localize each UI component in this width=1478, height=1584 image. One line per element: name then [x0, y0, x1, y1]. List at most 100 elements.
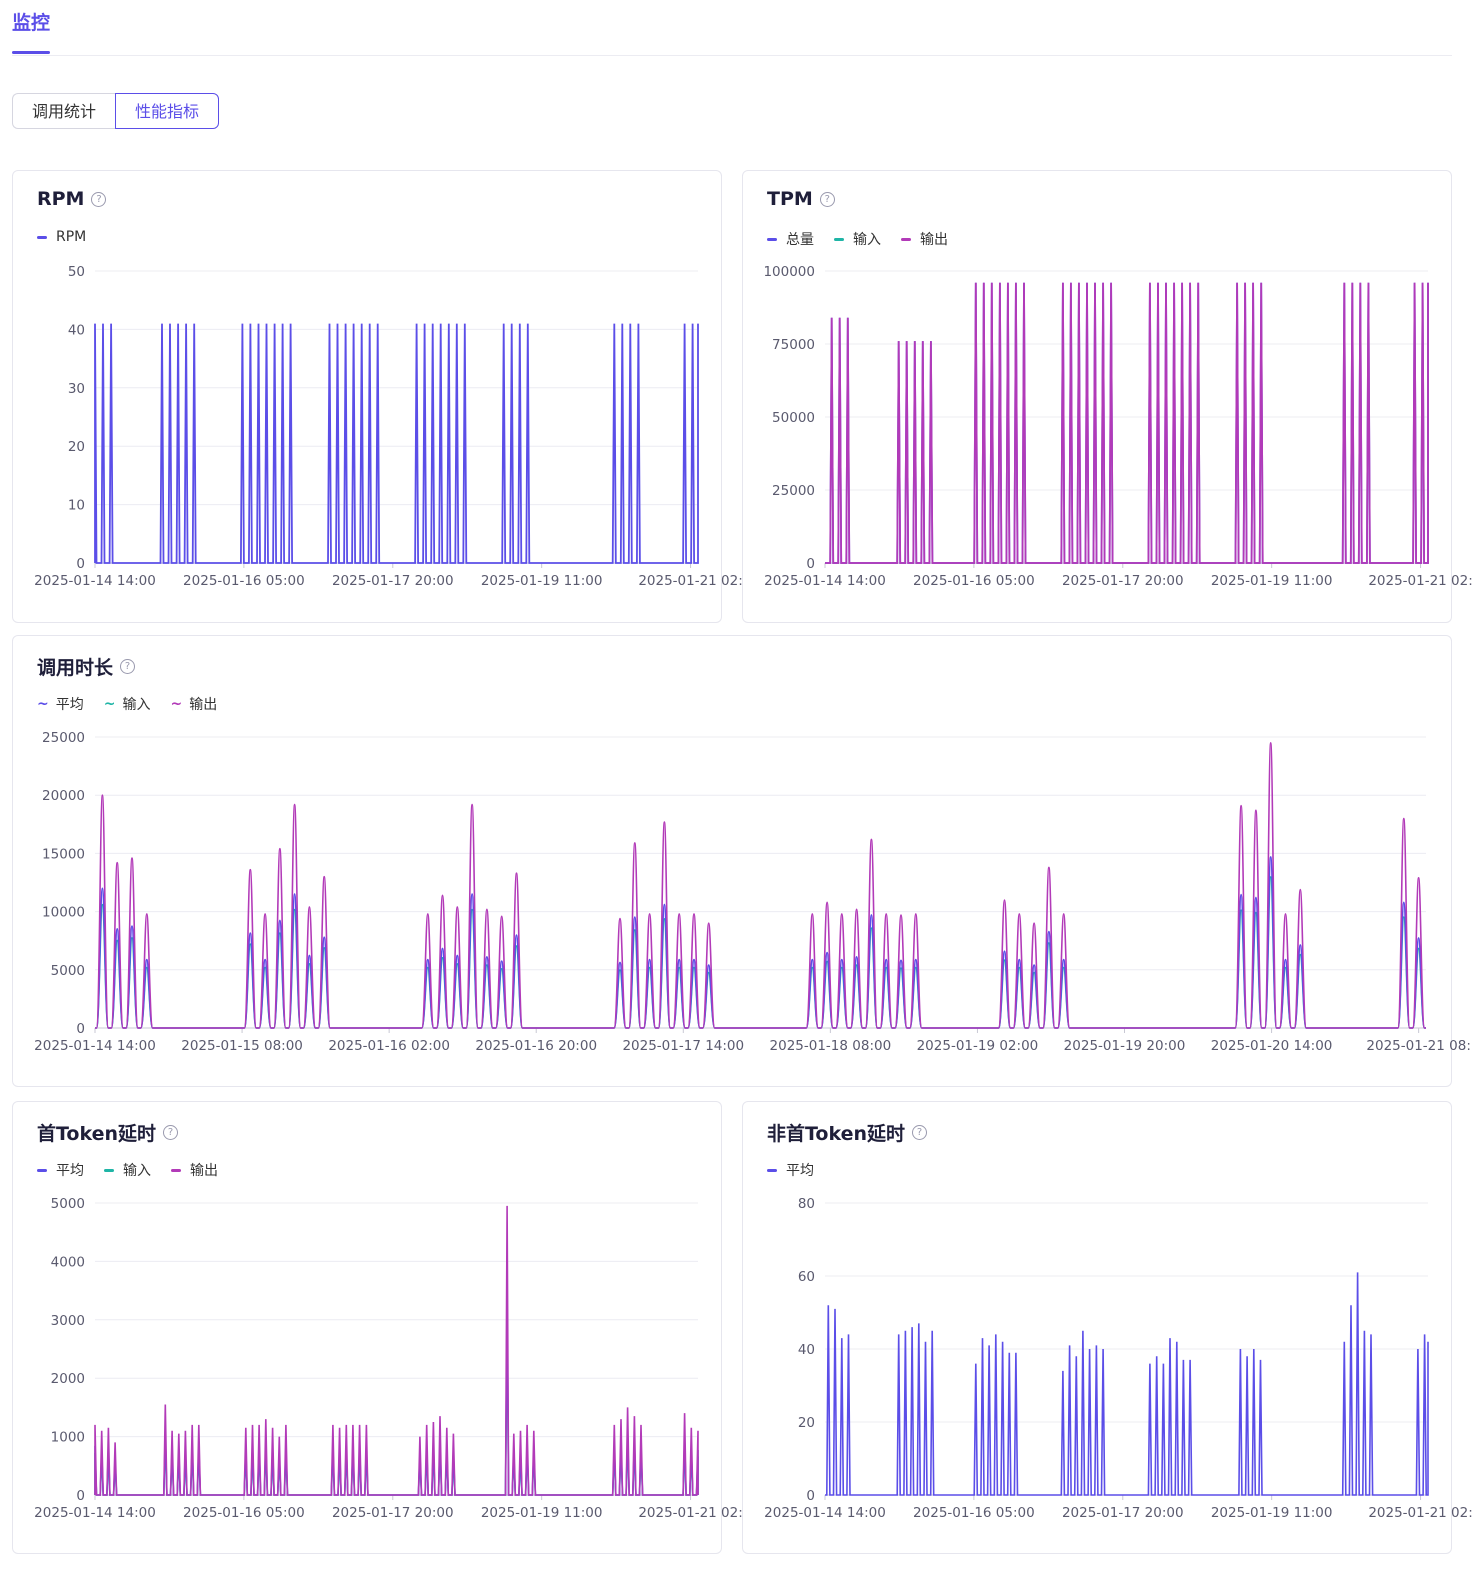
non-first-token-title-text: 非首Token延时: [767, 1123, 906, 1145]
first-token-chart-card: 首Token延时? 平均 输入 输出 0 1000 2000 3000 4000 5000 20…: [12, 1101, 743, 1554]
first-token-title-text: 首Token延时: [37, 1123, 157, 1145]
y-tick-label: 20: [68, 439, 85, 455]
legend-label: 平均: [55, 697, 84, 713]
y-tick-label: 0: [806, 1488, 815, 1504]
legend-item-2[interactable]: 输出: [171, 1160, 218, 1180]
help-circle-icon[interactable]: ?: [91, 191, 107, 207]
y-tick-label: 30: [68, 381, 85, 397]
legend-item-0[interactable]: RPM: [37, 229, 86, 245]
non-first-token-line-chart: 0 20 40 60 80 2025-01-14 14:00 2025-01-16 05:0…: [764, 1196, 1473, 1521]
x-tick-label: 2025-01-14 14:00: [34, 1505, 156, 1521]
x-tick-label: 2025-01-21 02:: [638, 1505, 742, 1521]
segment-performance[interactable]: 性能指标: [115, 93, 220, 129]
tpm-title-text: TPM: [767, 188, 813, 210]
tpm-chart-title: TPM?: [767, 188, 835, 210]
legend-item-2[interactable]: ~ 输出: [170, 694, 217, 714]
legend-label: 输出: [189, 697, 218, 713]
x-tick-label: 2025-01-21 08:: [1366, 1038, 1470, 1054]
x-tick-label: 2025-01-17 20:00: [1062, 573, 1184, 589]
legend-swatch: [104, 1168, 114, 1172]
x-tick-label: 2025-01-17 14:00: [622, 1038, 744, 1054]
y-tick-label: 40: [798, 1342, 815, 1358]
x-tick-label: 2025-01-16 05:00: [913, 573, 1035, 589]
x-tick-label: 2025-01-17 20:00: [332, 1505, 454, 1521]
legend-item-1[interactable]: 输入: [104, 1160, 151, 1180]
legend-item-0[interactable]: 总量: [767, 229, 814, 249]
x-tick-label: 2025-01-19 11:00: [481, 1505, 603, 1521]
y-tick-label: 0: [76, 556, 85, 572]
duration-line-chart: 0 5000 10000 15000 20000 25000 2025-01-14 14:0…: [34, 730, 1471, 1054]
x-tick-label: 2025-01-21 02:: [1368, 573, 1472, 589]
legend-item-0[interactable]: 平均: [37, 1160, 84, 1180]
help-circle-icon[interactable]: ?: [163, 1125, 179, 1140]
series-line-output: [94, 1205, 699, 1496]
first-token-legend: 平均 输入 输出: [37, 1160, 238, 1180]
y-tick-label: 3000: [51, 1313, 85, 1329]
x-tick-label: 2025-01-15 08:00: [181, 1038, 303, 1054]
non-first-token-legend: 平均: [767, 1160, 834, 1180]
legend-label: 平均: [786, 1163, 814, 1179]
x-tick-label: 2025-01-19 11:00: [1211, 573, 1333, 589]
y-tick-label: 10000: [42, 905, 85, 921]
legend-label: 输出: [190, 1163, 218, 1179]
legend-swatch: ~: [103, 696, 116, 712]
series-line-input: [95, 876, 1426, 1029]
y-tick-label: 15000: [42, 846, 85, 862]
x-tick-label: 2025-01-19 11:00: [1211, 1505, 1333, 1521]
legend-swatch: [171, 1168, 181, 1172]
help-circle-icon[interactable]: ?: [819, 191, 835, 207]
legend-swatch: [901, 237, 911, 241]
duration-title-text: 调用时长: [37, 657, 114, 679]
legend-item-0[interactable]: ~ 平均: [37, 694, 84, 714]
y-tick-label: 0: [76, 1021, 85, 1037]
legend-item-1[interactable]: 输入: [834, 229, 881, 249]
x-tick-label: 2025-01-21 02:: [638, 573, 742, 589]
help-circle-icon[interactable]: ?: [120, 659, 136, 674]
legend-label: 总量: [786, 232, 814, 248]
rpm-chart-title: RPM?: [37, 188, 107, 210]
x-tick-label: 2025-01-18 08:00: [770, 1038, 892, 1054]
legend-swatch: [37, 1168, 47, 1172]
x-tick-label: 2025-01-19 02:00: [917, 1038, 1039, 1054]
legend-label: 平均: [56, 1163, 84, 1179]
y-tick-label: 1000: [51, 1430, 85, 1446]
series-line-1: [825, 282, 1429, 564]
legend-item-1[interactable]: ~ 输入: [104, 694, 151, 714]
x-tick-label: 2025-01-16 02:00: [328, 1038, 450, 1054]
legend-item-2[interactable]: 输出: [901, 229, 948, 249]
x-tick-label: 2025-01-14 14:00: [34, 1038, 156, 1054]
y-tick-label: 0: [806, 556, 815, 572]
rpm-line-chart: 0 10 20 30 40 50 2025-01-14 14:00 2025-01-16 05…: [34, 264, 743, 589]
help-circle-icon[interactable]: ?: [912, 1125, 928, 1140]
first-token-line-chart: 0 1000 2000 3000 4000 5000 2025-01-14 14:00 202…: [34, 1196, 743, 1521]
first-token-chart-title: 首Token延时?: [37, 1119, 179, 1146]
tpm-legend: 总量 输入 输出: [767, 229, 968, 249]
tab-bar: 监控: [12, 0, 1452, 56]
legend-label: 输入: [122, 697, 151, 713]
legend-label: 输入: [123, 1163, 151, 1179]
series-line-avg: [95, 856, 1426, 1029]
x-tick-label: 2025-01-16 05:00: [183, 1505, 305, 1521]
legend-item-0[interactable]: 平均: [767, 1160, 814, 1180]
legend-label: 输出: [920, 232, 948, 248]
x-tick-label: 2025-01-19 20:00: [1064, 1038, 1186, 1054]
y-tick-label: 4000: [51, 1254, 85, 1270]
x-tick-label: 2025-01-14 14:00: [34, 573, 156, 589]
y-tick-label: 5000: [51, 963, 85, 979]
legend-swatch: [834, 237, 844, 241]
duration-chart-card: 调用时长? ~ 平均 ~ 输入 ~ 输出 0 5000 10000 15000 20000 2500…: [12, 635, 1471, 1087]
segment-call-stats[interactable]: 调用统计: [12, 93, 116, 129]
legend-swatch: [37, 235, 47, 239]
duration-chart-title: 调用时长?: [37, 653, 136, 680]
tab-monitor[interactable]: 监控: [12, 12, 51, 34]
y-tick-label: 20: [798, 1415, 815, 1431]
series-line-rpm: [94, 323, 699, 564]
x-tick-label: 2025-01-20 14:00: [1211, 1038, 1333, 1054]
tpm-chart-card: TPM? 总量 输入 输出 0 25000 50000 75000 100000 2025-0…: [742, 170, 1473, 623]
x-tick-label: 2025-01-17 20:00: [1062, 1505, 1184, 1521]
non-first-token-chart-title: 非首Token延时?: [767, 1119, 928, 1146]
y-tick-label: 40: [68, 322, 85, 338]
y-tick-label: 25000: [772, 483, 815, 499]
y-tick-label: 25000: [42, 730, 85, 746]
y-tick-label: 50: [68, 264, 85, 280]
